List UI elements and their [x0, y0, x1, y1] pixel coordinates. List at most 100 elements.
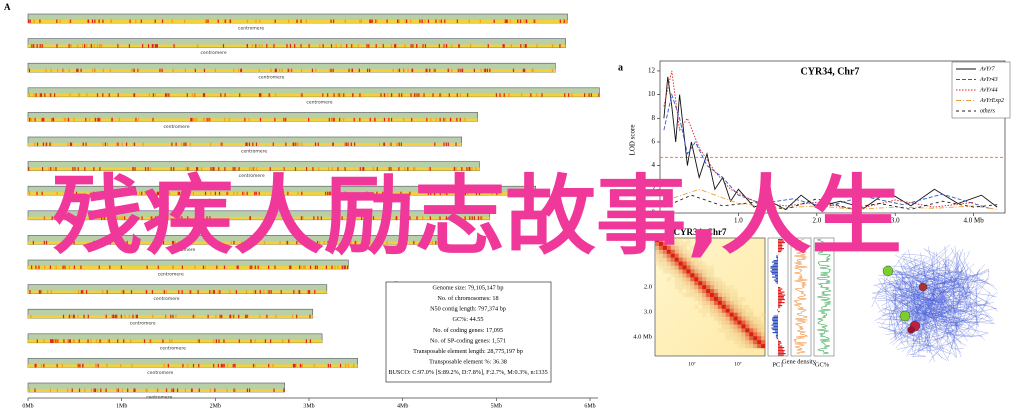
heatmap-cell — [702, 312, 707, 317]
bar-tick — [389, 142, 391, 146]
bar-tick — [341, 216, 343, 220]
bar-tick — [168, 191, 171, 196]
heatmap-cell — [682, 265, 687, 270]
network-edge — [924, 248, 955, 274]
network-edge — [894, 281, 903, 341]
bar-tick — [108, 93, 110, 97]
bar-tick — [435, 19, 437, 23]
bar-tick — [234, 363, 236, 368]
bar-tick — [305, 19, 307, 23]
heatmap-cell — [662, 265, 667, 270]
bar-tick — [439, 117, 441, 122]
bar-tick — [259, 290, 261, 294]
heatmap-cell — [682, 293, 687, 298]
bar-tick — [126, 240, 128, 245]
bar-tick — [119, 216, 121, 220]
bar-tick — [339, 117, 341, 122]
heatmap-cell — [733, 293, 738, 298]
bar-tick — [109, 240, 112, 245]
bar-tick — [238, 314, 240, 319]
heatmap-cell — [658, 245, 664, 250]
bar-tick — [388, 117, 390, 122]
heatmap-cell — [674, 261, 679, 266]
pc1-bar — [778, 296, 784, 298]
bar-tick — [74, 167, 76, 171]
bar-tick — [109, 265, 111, 269]
y-tick-label: 6 — [652, 138, 656, 146]
bar-tick — [303, 265, 305, 269]
bar-tick — [78, 93, 80, 97]
bar-tick — [413, 240, 415, 245]
bar-tick — [69, 19, 71, 23]
bar-tick — [354, 191, 356, 196]
bar-tick — [332, 142, 334, 146]
chart-title: CYR34, Chr7 — [801, 66, 860, 77]
bar-tick — [344, 19, 346, 23]
bar-tick — [70, 314, 72, 319]
heatmap-cell — [666, 261, 671, 266]
heatmap-cell — [690, 285, 695, 290]
bar-tick — [517, 19, 519, 23]
heatmap-cell — [690, 257, 695, 262]
heatmap-cell — [694, 277, 699, 282]
bar-tick — [29, 19, 31, 23]
heatmap-cell — [729, 289, 734, 294]
heatmap-cell — [686, 277, 691, 282]
bar-tick — [223, 265, 226, 269]
bar-tick — [323, 240, 325, 245]
x-tick-label: 3.0 — [891, 217, 900, 225]
heatmap-cell — [721, 308, 726, 313]
bar-tick — [285, 142, 287, 146]
heatmap-cell — [694, 293, 699, 298]
heatmap-cell — [658, 249, 664, 254]
bar-tick — [456, 93, 458, 97]
bar-tick — [210, 191, 212, 196]
bar-tick — [238, 339, 240, 343]
bar-tick — [33, 93, 35, 97]
bar-tick — [291, 314, 294, 319]
bar-tick — [96, 388, 99, 392]
bar-tick — [80, 68, 82, 73]
network-edge — [922, 291, 993, 323]
heatmap-cell — [702, 273, 707, 278]
bar-tick — [475, 167, 477, 171]
pc1-bar — [771, 273, 778, 275]
bar-tick — [327, 93, 329, 97]
bar-tick — [123, 290, 125, 294]
bar-tick — [423, 240, 425, 245]
bar-tick — [178, 240, 180, 245]
bar-tick — [416, 44, 418, 48]
bar-tick — [177, 191, 179, 196]
bar-tick — [98, 240, 100, 245]
bar-tick — [332, 68, 334, 73]
bar-tick — [445, 44, 448, 48]
bar-tick — [167, 363, 170, 368]
network-edge — [945, 258, 994, 320]
bar-tick — [386, 93, 389, 97]
heatmap-cell — [729, 320, 734, 325]
bar-tick — [28, 167, 30, 171]
heatmap-cell — [666, 265, 671, 270]
bar-tick — [259, 314, 261, 319]
bar-tick — [215, 314, 217, 319]
stat-line: No. of SP-coding genes: 1,571 — [430, 337, 506, 344]
network-edge — [893, 264, 919, 340]
bar-tick — [353, 117, 355, 122]
network-edge — [903, 257, 989, 285]
network-edge — [909, 277, 949, 293]
bar-tick — [424, 240, 426, 245]
bar-tick — [317, 142, 319, 146]
heatmap-cell — [686, 257, 691, 262]
bar-tick — [104, 240, 106, 245]
heatmap-cell — [682, 261, 687, 266]
bar-tick — [508, 93, 510, 97]
bar-tick — [340, 93, 342, 97]
heatmap-cell — [682, 257, 687, 262]
heatmap-cell — [733, 296, 738, 302]
heatmap-cell — [666, 241, 671, 247]
bar-tick — [588, 93, 590, 97]
y-tick-label: 8 — [652, 114, 656, 122]
heatmap-cell — [729, 308, 734, 313]
bar-tick — [309, 314, 311, 319]
bar-tick — [369, 240, 371, 245]
